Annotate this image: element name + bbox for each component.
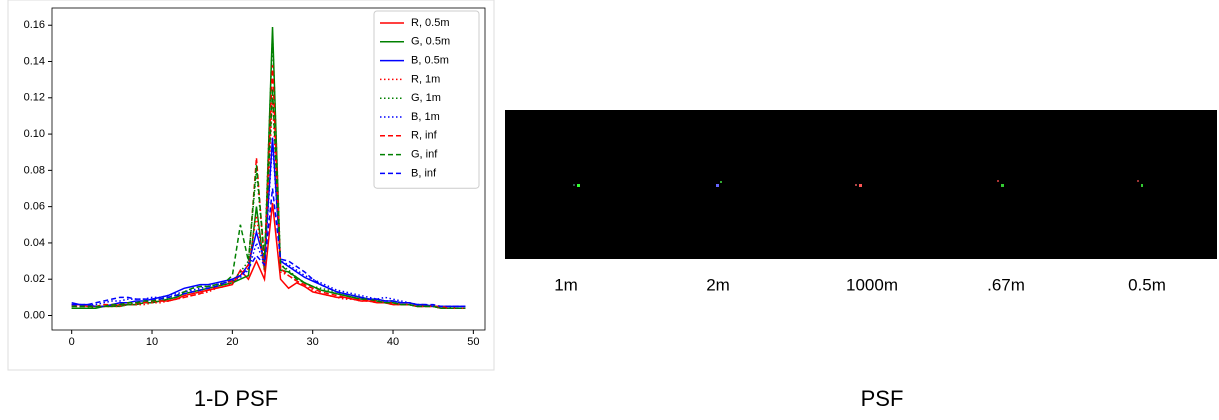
figure: 1m 2m 1000m .67m 0.5m 1-D PSF PSF 0.00 0.… [0,0,1219,415]
y-tick-label: 0.16 [24,19,45,31]
caption: PSF [861,386,904,411]
y-tick-label: 0.14 [24,55,45,67]
legend-label: R, inf [411,130,438,142]
x-tick-label: 10 [146,336,158,348]
page: 1m 2m 1000m .67m 0.5m 1-D PSF PSF 0.00 0.… [0,0,1219,415]
legend-label: G, inf [411,149,438,161]
legend-label: R, 0.5m [411,17,450,29]
legend-label: B, 0.5m [411,55,449,67]
y-tick-label: 0.00 [24,309,45,321]
legend-label: B, inf [411,167,437,179]
legend-label: G, 0.5m [411,36,450,48]
psf-label: 0.5m [1128,275,1166,294]
legend-label: R, 1m [411,73,440,85]
legend-label: B, 1m [411,111,440,123]
y-tick-label: 0.12 [24,92,45,104]
psf-label: .67m [987,275,1025,294]
x-tick-label: 20 [226,336,238,348]
x-tick-label: 30 [307,336,319,348]
y-tick-label: 0.08 [24,164,45,176]
legend-label: G, 1m [411,92,441,104]
caption: 1-D PSF [194,386,278,411]
y-tick-label: 0.10 [24,128,45,140]
y-tick-label: 0.04 [24,237,45,249]
y-tick-label: 0.06 [24,201,45,213]
psf-label: 1000m [846,275,898,294]
x-tick-label: 50 [467,336,479,348]
psf-label: 1m [554,275,578,294]
psf-label: 2m [706,275,730,294]
x-tick-label: 40 [387,336,399,348]
y-tick-label: 0.02 [24,273,45,285]
x-tick-label: 0 [69,336,75,348]
